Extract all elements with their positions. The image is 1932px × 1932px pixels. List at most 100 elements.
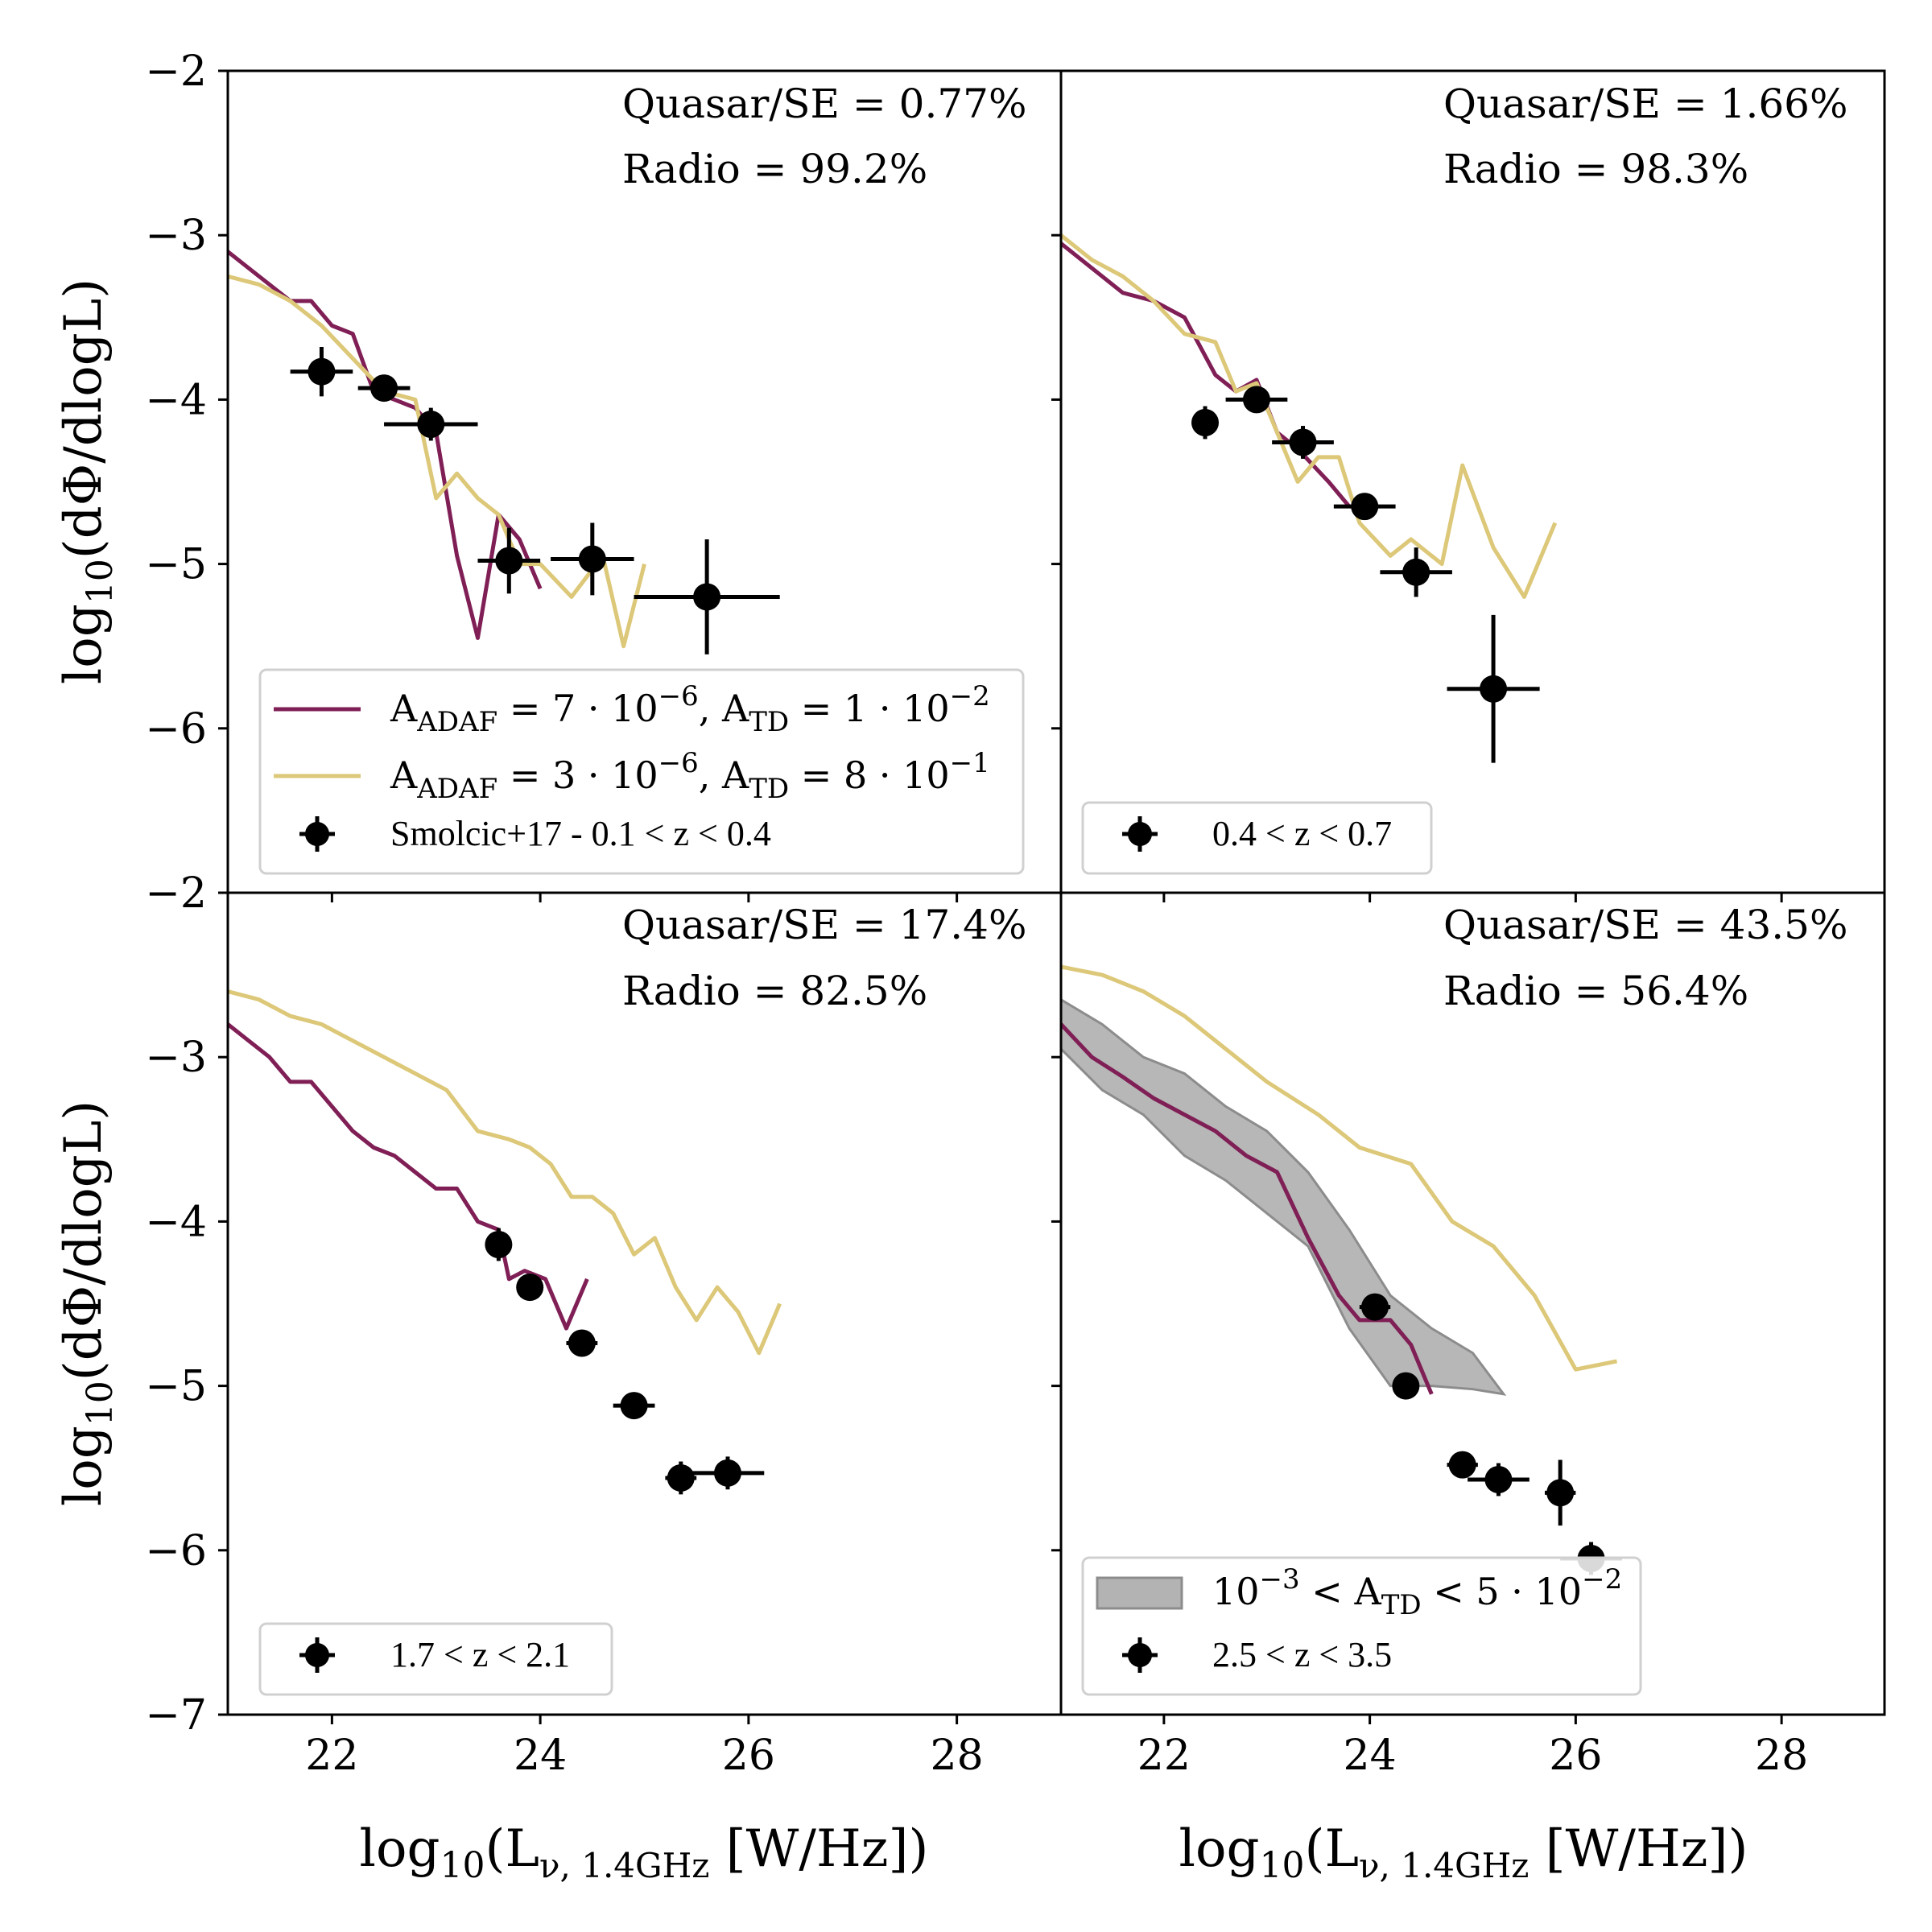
annotation-radio: Radio = 56.4% [1443,968,1748,1014]
legend-label-points: 2.5 < z < 3.5 [1212,1635,1392,1674]
x-tick-label: 24 [1344,1732,1397,1780]
data-point [1380,547,1452,597]
x-axis-title-left: log10(Lν, 1.4GHz [W/Hz]) [360,1819,929,1886]
data-point-marker [516,1274,544,1302]
legend-marker-points [1122,816,1158,852]
legend-top-left: AADAF = 7 · 10−6, ATD = 1 · 10−2 AADAF =… [258,668,1025,875]
data-point-marker [495,547,523,575]
data-point-marker [370,374,398,402]
legend-label-points: 1.7 < z < 2.1 [390,1635,570,1674]
legend-label-points: 0.4 < z < 0.7 [1212,814,1392,853]
panel-top-right: Quasar/SE = 1.66% Radio = 98.3% [1051,69,1886,902]
y-tick-label: −4 [145,376,207,424]
data-point [1447,1451,1478,1479]
data-point-marker [693,583,721,611]
x-tick-label: 24 [514,1732,567,1780]
data-point [551,522,634,596]
data-point [1359,1293,1391,1321]
data-point-marker [485,1230,513,1258]
data-point-marker [667,1463,695,1492]
annotation-quasar: Quasar/SE = 1.66% [1443,80,1848,127]
data-point-marker [1242,386,1270,414]
data-point-marker [1361,1293,1389,1321]
data-point [1191,406,1220,440]
x-axis-title-right: log10(Lν, 1.4GHz [W/Hz]) [1179,1819,1748,1886]
data-point [384,407,478,441]
data-point [1468,1463,1530,1496]
data-point-marker [620,1392,648,1420]
annotation-quasar: Quasar/SE = 43.5% [1443,902,1848,948]
y-axis-title-top: log10(dΦ/dlogL) [54,279,121,684]
data-point-marker [1351,493,1379,521]
x-tick-label: 28 [931,1732,984,1780]
data-point-marker [1546,1479,1575,1507]
data-point-marker [1480,675,1508,703]
series-line-td [228,989,782,1356]
panel-frame [226,891,1063,1716]
data-point-marker [568,1329,596,1357]
data-point-marker [1484,1465,1513,1493]
y-tick-label: −4 [145,1198,207,1246]
data-point-marker [1191,408,1220,436]
x-tick-label: 26 [722,1732,775,1780]
legend-swatch-band [1096,1576,1183,1610]
data-point-marker [1392,1372,1420,1400]
y-tick-label: −5 [145,541,207,589]
x-tick-label: 22 [305,1732,358,1780]
y-tick-label: −6 [145,1527,207,1575]
data-point [1272,426,1334,459]
legend-marker-points [299,816,335,852]
annotation-quasar: Quasar/SE = 17.4% [622,902,1027,948]
series-line-td [1061,233,1558,599]
annotation-radio: Radio = 99.2% [622,146,927,192]
annotation-radio: Radio = 82.5% [622,968,927,1014]
data-point [566,1329,598,1357]
legend-marker-points [299,1637,335,1673]
data-point [477,527,541,594]
legend-bottom-right: 10−3 < ATD < 5 · 10−2 2.5 < z < 3.5 [1081,1556,1642,1696]
x-tick-label: 22 [1137,1732,1191,1780]
data-point [1333,493,1396,521]
data-point [634,539,780,654]
data-point [290,347,353,397]
legend-bottom-left: 1.7 < z < 2.1 [258,1622,613,1696]
data-point-marker [714,1459,741,1487]
data-point [516,1274,544,1302]
data-point [1447,614,1540,763]
y-tick-label: −3 [145,1034,207,1082]
data-point-marker [308,357,336,386]
y-axis-title-bottom: log10(dΦ/dlogL) [54,1100,121,1506]
data-point [485,1228,513,1261]
series-line-adaf [1061,1022,1434,1395]
series-line-adaf [228,1022,589,1331]
panel-frame [1059,69,1886,894]
series-line-adaf [1061,242,1351,508]
panel-bottom-right: 22 24 26 28 Quasar/SE = 43.5% Radio = 56.4% [1051,891,1886,1780]
data-point-marker [1448,1451,1476,1479]
data-point-marker [417,411,445,439]
legend-label-td: AADAF = 3 · 10−6, ATD = 8 · 10−1 [390,747,990,805]
data-point [1392,1372,1420,1400]
data-point [1225,386,1288,414]
series-line-td [228,274,646,649]
y-tick-label: −7 [145,1691,207,1740]
legend-label-points: Smolcic+17 - 0.1 < z < 0.4 [390,814,771,853]
annotation-radio: Radio = 98.3% [1443,146,1748,192]
data-point [613,1392,655,1420]
data-point-marker [578,545,606,573]
y-tick-label: −5 [145,1363,207,1411]
data-point [665,1461,697,1495]
legend-marker-points [1122,1637,1158,1673]
data-point-marker [1289,428,1317,456]
series-line-td [1061,964,1618,1372]
legend-label-band: 10−3 < ATD < 5 · 10−2 [1212,1563,1622,1621]
panel-frame [1059,891,1886,1716]
legend-label-adaf: AADAF = 7 · 10−6, ATD = 1 · 10−2 [390,680,990,738]
y-tick-label: −6 [145,705,207,753]
y-tick-label: −2 [145,869,207,918]
data-point [1545,1459,1576,1526]
data-point-marker [1402,558,1430,586]
y-tick-label: −3 [145,212,207,260]
x-tick-label: 28 [1755,1732,1808,1780]
